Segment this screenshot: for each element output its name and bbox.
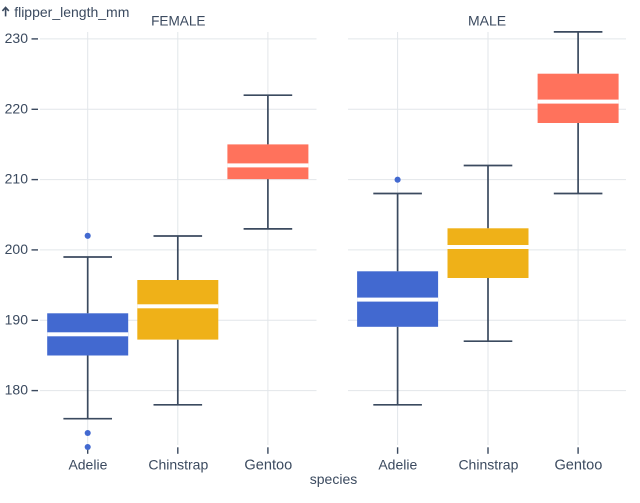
svg-text:Gentoo: Gentoo — [244, 457, 292, 473]
svg-text:180: 180 — [5, 382, 29, 398]
svg-text:FEMALE: FEMALE — [151, 14, 205, 29]
svg-text:flipper_length_mm: flipper_length_mm — [14, 4, 129, 20]
svg-text:190: 190 — [5, 311, 29, 327]
svg-text:Chinstrap: Chinstrap — [458, 456, 518, 472]
svg-text:MALE: MALE — [468, 13, 506, 29]
svg-text:210: 210 — [5, 171, 29, 187]
svg-text:Adelie: Adelie — [68, 456, 107, 472]
svg-text:species: species — [310, 471, 357, 487]
svg-text:220: 220 — [5, 100, 29, 116]
svg-text:200: 200 — [5, 241, 29, 257]
svg-text:230: 230 — [5, 30, 29, 46]
svg-text:Chinstrap: Chinstrap — [148, 456, 208, 472]
svg-text:Adelie: Adelie — [378, 456, 417, 472]
svg-text:Gentoo: Gentoo — [554, 457, 602, 473]
